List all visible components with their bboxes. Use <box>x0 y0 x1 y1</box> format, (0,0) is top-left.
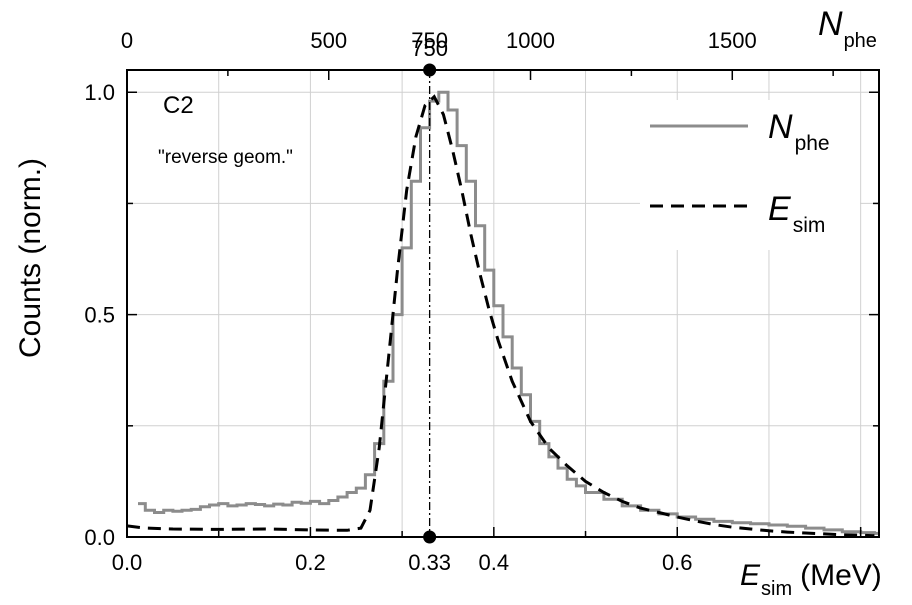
top-axis-title: Nphe <box>818 5 877 52</box>
legend: Nphe Esim <box>640 100 860 250</box>
series-nphe-line <box>138 90 879 535</box>
y-axis-title: Counts (norm.) <box>14 158 47 358</box>
legend-label-nphe: Nphe <box>768 108 830 155</box>
x-tick-label: 0.0 <box>112 550 143 575</box>
series-layer <box>126 90 879 538</box>
top-tick-label: 500 <box>310 28 347 53</box>
x-axis-title: Esim (MeV) <box>740 559 882 600</box>
y-tick-label: 0.5 <box>84 303 115 328</box>
top-tick-label: 1500 <box>708 28 757 53</box>
annotation-c2: C2 <box>163 92 194 119</box>
x-tick-label: 0.6 <box>662 550 693 575</box>
y-tick-label: 0.0 <box>84 525 115 550</box>
marker-layer: 0.33 750 <box>408 36 451 575</box>
top-tick-label: 750 <box>411 28 448 53</box>
plot-frame <box>126 69 880 538</box>
y-tick-label: 1.0 <box>84 80 115 105</box>
top-tick-label: 0 <box>121 28 133 53</box>
marker-bottom-label: 0.33 <box>408 550 451 575</box>
x-tick-label: 0.4 <box>479 550 510 575</box>
annotation-reverse-geom: "reverse geom." <box>158 147 293 168</box>
ticks-layer: 0.0 0.2 0.4 0.6 0.0 0.5 1.0 0 500 750 1000 1500 <box>84 28 879 575</box>
legend-label-esim: Esim <box>768 190 825 237</box>
series-esim-line <box>126 94 875 538</box>
marker-top-label: 750 <box>411 36 448 61</box>
top-tick-label: 1000 <box>506 28 555 53</box>
x-tick-label: 0.2 <box>295 550 326 575</box>
